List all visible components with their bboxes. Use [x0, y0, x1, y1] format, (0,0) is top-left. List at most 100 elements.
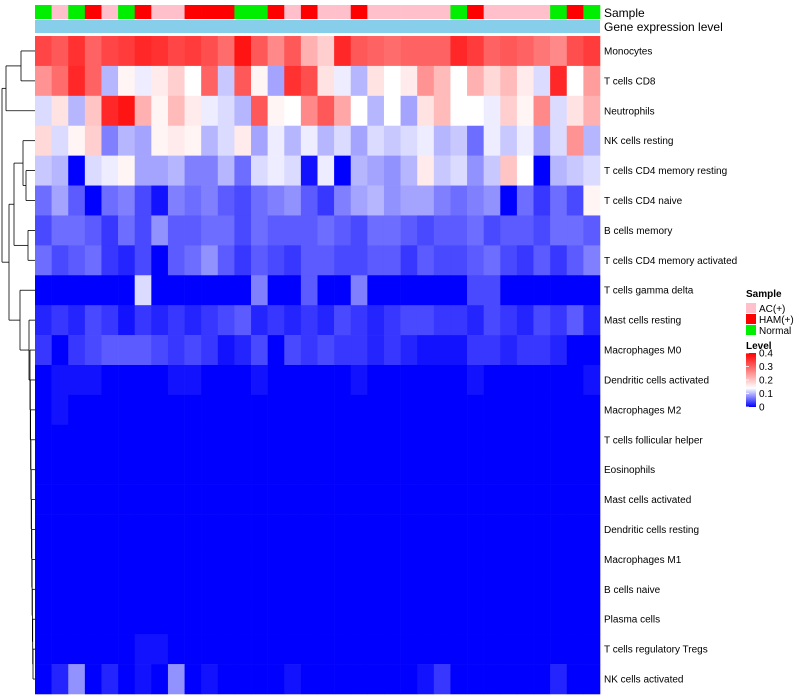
heatmap-cell	[417, 394, 435, 426]
heatmap-cell	[251, 155, 268, 186]
heatmap-cell	[350, 424, 368, 456]
heatmap-cell	[334, 634, 352, 665]
heatmap-cell	[101, 454, 119, 485]
heatmap-cell	[234, 65, 252, 97]
heatmap-cell	[516, 544, 534, 575]
heatmap-cell	[566, 604, 584, 635]
heatmap-cell	[84, 634, 102, 665]
heatmap-cell	[68, 36, 86, 67]
heatmap-cell	[334, 155, 352, 186]
heatmap-cell	[217, 185, 235, 216]
heatmap-cell	[35, 215, 52, 246]
heatmap-cell	[334, 65, 352, 97]
heatmap-cell	[251, 424, 268, 456]
sample-cell	[334, 5, 352, 19]
heatmap-cell	[167, 125, 185, 156]
heatmap-cell	[134, 125, 152, 156]
heatmap-cell	[583, 155, 601, 186]
heatmap-cell	[433, 36, 451, 67]
heatmap-cell	[583, 365, 601, 396]
heatmap-cell	[217, 215, 235, 246]
heatmap-cell	[251, 245, 268, 276]
heatmap-cell	[217, 544, 235, 575]
heatmap-cell	[184, 65, 202, 97]
heatmap-cell	[234, 604, 252, 635]
heatmap-cell	[450, 95, 468, 127]
heatmap-cell	[350, 215, 368, 246]
level-tick-label: 0.1	[759, 389, 773, 400]
heatmap-cell	[383, 335, 401, 366]
heatmap-cell	[217, 95, 235, 127]
heatmap-cell	[533, 95, 551, 127]
heatmap-cell	[550, 125, 568, 156]
heatmap-cell	[134, 36, 152, 67]
heatmap-cell	[68, 155, 86, 186]
heatmap-cell	[550, 65, 568, 97]
heatmap-cell	[417, 604, 435, 635]
heatmap-cell	[251, 275, 268, 306]
heatmap-cell	[433, 305, 451, 336]
heatmap-cell	[101, 365, 119, 396]
heatmap-cell	[151, 544, 169, 575]
heatmap-cell	[167, 245, 185, 276]
heatmap-cell	[284, 365, 302, 396]
heatmap-cell	[284, 95, 302, 127]
heatmap-cell	[35, 634, 52, 665]
heatmap-cell	[51, 424, 69, 456]
heatmap-cell	[566, 365, 584, 396]
heatmap-cell	[383, 604, 401, 635]
heatmap-cell	[267, 394, 285, 426]
heatmap-cell	[267, 634, 285, 665]
heatmap-cell	[51, 245, 69, 276]
heatmap-cell	[550, 155, 568, 186]
heatmap-cell	[217, 514, 235, 545]
heatmap-cell	[500, 544, 518, 575]
heatmap-cell	[317, 514, 335, 545]
heatmap-cell	[35, 125, 52, 156]
heatmap-cell	[134, 604, 152, 635]
heatmap-cell	[433, 484, 451, 515]
heatmap-cell	[500, 514, 518, 545]
heatmap-cell	[317, 215, 335, 246]
heatmap-cell	[334, 275, 352, 306]
heatmap-cell	[383, 664, 401, 695]
heatmap-cell	[566, 245, 584, 276]
heatmap-cell	[300, 574, 318, 605]
heatmap-cell	[151, 95, 169, 127]
heatmap-cell	[334, 574, 352, 605]
heatmap-cell	[483, 65, 501, 97]
heatmap-cell	[367, 365, 385, 396]
heatmap-cell	[134, 365, 152, 396]
sample-cell	[400, 5, 418, 19]
heatmap-cell	[400, 215, 418, 246]
heatmap-cell	[500, 185, 518, 216]
heatmap-cell	[234, 544, 252, 575]
sample-legend-entries: AC(+)HAM(+)Normal	[746, 303, 794, 337]
heatmap-cell	[367, 275, 385, 306]
heatmap-cell	[367, 125, 385, 156]
heatmap-cell	[367, 604, 385, 635]
heatmap-cell	[500, 574, 518, 605]
sample-cell	[516, 5, 534, 19]
heatmap-cell	[167, 394, 185, 426]
heatmap-cell	[284, 245, 302, 276]
heatmap-cell	[201, 394, 219, 426]
heatmap-cell	[516, 424, 534, 456]
heatmap-cell	[84, 275, 102, 306]
heatmap-cell	[184, 36, 202, 67]
heatmap-cell	[184, 245, 202, 276]
heatmap-cell	[566, 514, 584, 545]
heatmap-cell	[300, 365, 318, 396]
row-label: Macrophages M2	[604, 405, 682, 416]
heatmap-cell	[450, 185, 468, 216]
heatmap-cell	[350, 574, 368, 605]
heatmap-cell	[317, 574, 335, 605]
heatmap-cell	[118, 65, 136, 97]
heatmap-cell	[500, 65, 518, 97]
heatmap-cell	[317, 36, 335, 67]
heatmap-cell	[68, 484, 86, 515]
heatmap-cell	[483, 394, 501, 426]
heatmap-cell	[467, 245, 484, 276]
heatmap-cell	[201, 185, 219, 216]
heatmap-cell	[550, 245, 568, 276]
